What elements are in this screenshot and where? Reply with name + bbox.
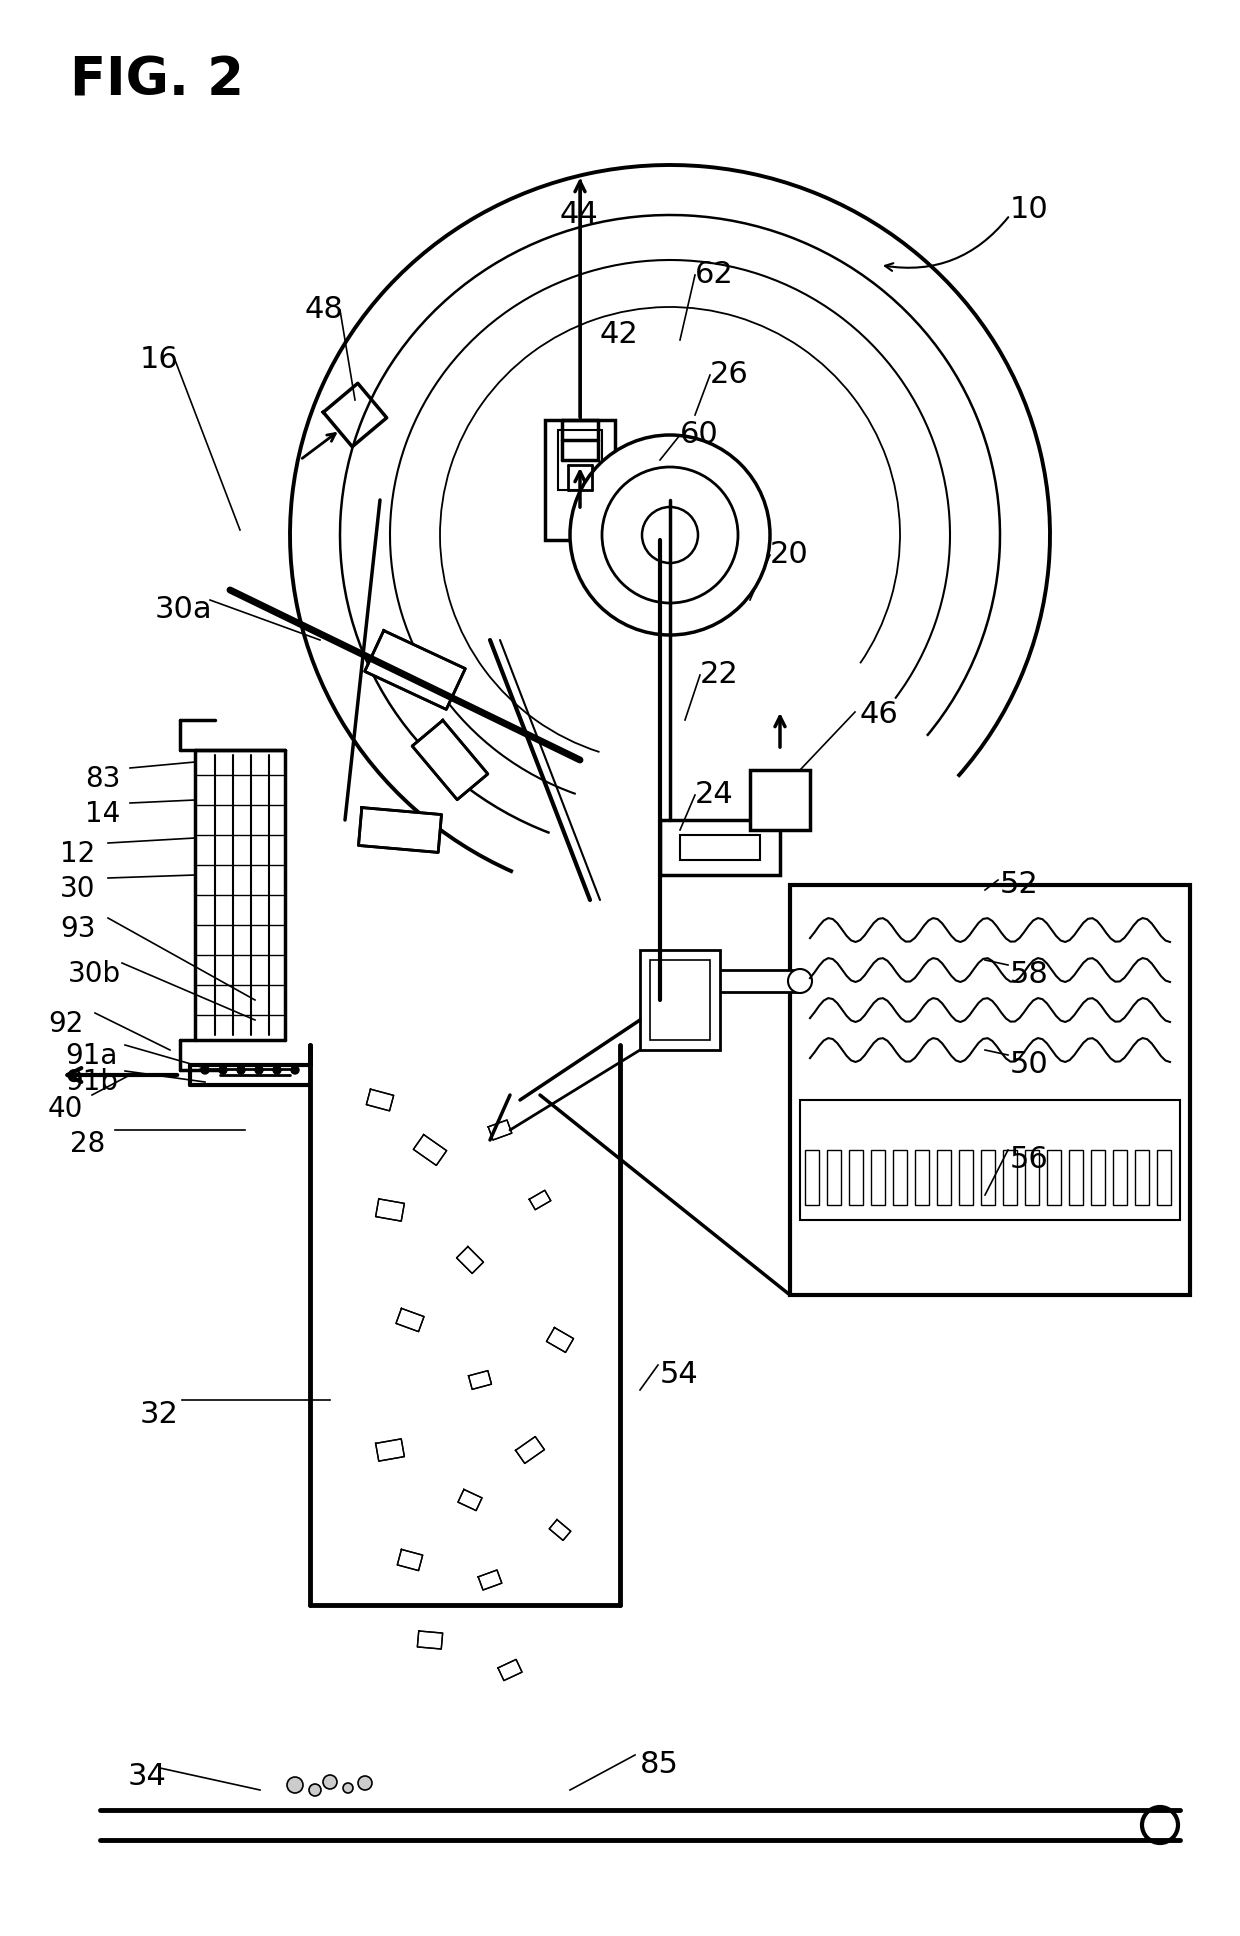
Circle shape xyxy=(237,1067,246,1074)
Polygon shape xyxy=(469,1371,491,1390)
Polygon shape xyxy=(516,1437,544,1464)
Polygon shape xyxy=(529,1191,551,1210)
Bar xyxy=(680,834,760,860)
Circle shape xyxy=(291,1067,299,1074)
Circle shape xyxy=(642,507,698,563)
Bar xyxy=(750,771,810,831)
Text: 14: 14 xyxy=(86,800,120,829)
Text: 30b: 30b xyxy=(68,960,122,987)
Text: 10: 10 xyxy=(1011,196,1049,225)
Bar xyxy=(937,1150,951,1204)
Text: 32: 32 xyxy=(140,1400,179,1429)
Polygon shape xyxy=(413,1134,446,1165)
Bar xyxy=(670,970,800,991)
Text: 48: 48 xyxy=(305,294,343,323)
Bar xyxy=(790,885,1190,1295)
Bar xyxy=(558,430,601,490)
Text: 93: 93 xyxy=(60,916,95,943)
Circle shape xyxy=(286,1777,303,1793)
Bar xyxy=(1114,1150,1127,1204)
Polygon shape xyxy=(396,1309,424,1332)
Bar xyxy=(1003,1150,1017,1204)
Polygon shape xyxy=(376,1438,404,1462)
Text: 26: 26 xyxy=(711,360,749,389)
Circle shape xyxy=(787,970,812,993)
Polygon shape xyxy=(358,807,441,852)
Text: 91b: 91b xyxy=(64,1069,118,1096)
Circle shape xyxy=(273,1067,281,1074)
Text: 52: 52 xyxy=(999,869,1039,898)
Bar xyxy=(546,420,615,540)
Text: 30: 30 xyxy=(60,875,95,902)
Text: 20: 20 xyxy=(770,540,808,569)
Bar xyxy=(1047,1150,1061,1204)
Polygon shape xyxy=(479,1570,502,1589)
Bar xyxy=(1135,1150,1149,1204)
Polygon shape xyxy=(418,1630,443,1649)
Text: 30a: 30a xyxy=(155,594,212,623)
Polygon shape xyxy=(547,1328,574,1353)
Polygon shape xyxy=(498,1659,522,1680)
Polygon shape xyxy=(549,1520,570,1541)
Bar xyxy=(650,960,711,1040)
Bar xyxy=(849,1150,863,1204)
Text: 16: 16 xyxy=(140,345,179,374)
Bar xyxy=(893,1150,906,1204)
Polygon shape xyxy=(456,1247,484,1274)
Polygon shape xyxy=(489,1121,512,1140)
Text: 42: 42 xyxy=(600,319,639,348)
Text: 92: 92 xyxy=(48,1011,83,1038)
Text: 83: 83 xyxy=(86,765,120,794)
Bar xyxy=(981,1150,994,1204)
Bar xyxy=(959,1150,973,1204)
Bar xyxy=(1091,1150,1105,1204)
Polygon shape xyxy=(366,1090,393,1111)
Bar xyxy=(870,1150,885,1204)
Text: 50: 50 xyxy=(1011,1049,1049,1078)
Circle shape xyxy=(358,1775,372,1791)
Text: 22: 22 xyxy=(701,660,739,689)
Text: 46: 46 xyxy=(861,701,899,730)
Bar xyxy=(640,951,720,1049)
Text: 12: 12 xyxy=(60,840,95,867)
Circle shape xyxy=(601,467,738,602)
Circle shape xyxy=(255,1067,263,1074)
Bar xyxy=(805,1150,818,1204)
Circle shape xyxy=(201,1067,210,1074)
Circle shape xyxy=(343,1783,353,1793)
Text: 85: 85 xyxy=(640,1750,678,1779)
Bar xyxy=(1025,1150,1039,1204)
Text: 34: 34 xyxy=(128,1762,167,1791)
Text: 60: 60 xyxy=(680,420,719,449)
Text: 44: 44 xyxy=(560,199,599,228)
Bar xyxy=(915,1150,929,1204)
Text: 28: 28 xyxy=(69,1131,105,1158)
Bar xyxy=(660,821,780,875)
Circle shape xyxy=(219,1067,227,1074)
Bar xyxy=(1157,1150,1171,1204)
Text: 91a: 91a xyxy=(64,1042,118,1071)
Polygon shape xyxy=(376,1198,404,1222)
Text: 56: 56 xyxy=(1011,1144,1049,1173)
Text: 24: 24 xyxy=(694,780,734,809)
Polygon shape xyxy=(365,631,465,709)
Polygon shape xyxy=(412,720,487,800)
Text: FIG. 2: FIG. 2 xyxy=(69,54,244,106)
Text: 62: 62 xyxy=(694,259,734,288)
Circle shape xyxy=(1142,1806,1178,1843)
Text: 40: 40 xyxy=(48,1096,83,1123)
Bar xyxy=(1069,1150,1083,1204)
Circle shape xyxy=(570,436,770,635)
Bar xyxy=(827,1150,841,1204)
Polygon shape xyxy=(458,1489,482,1510)
Text: 54: 54 xyxy=(660,1359,699,1388)
Circle shape xyxy=(309,1783,321,1797)
Text: 58: 58 xyxy=(1011,960,1049,989)
Bar xyxy=(800,1100,1180,1220)
Circle shape xyxy=(322,1775,337,1789)
Polygon shape xyxy=(397,1549,423,1570)
